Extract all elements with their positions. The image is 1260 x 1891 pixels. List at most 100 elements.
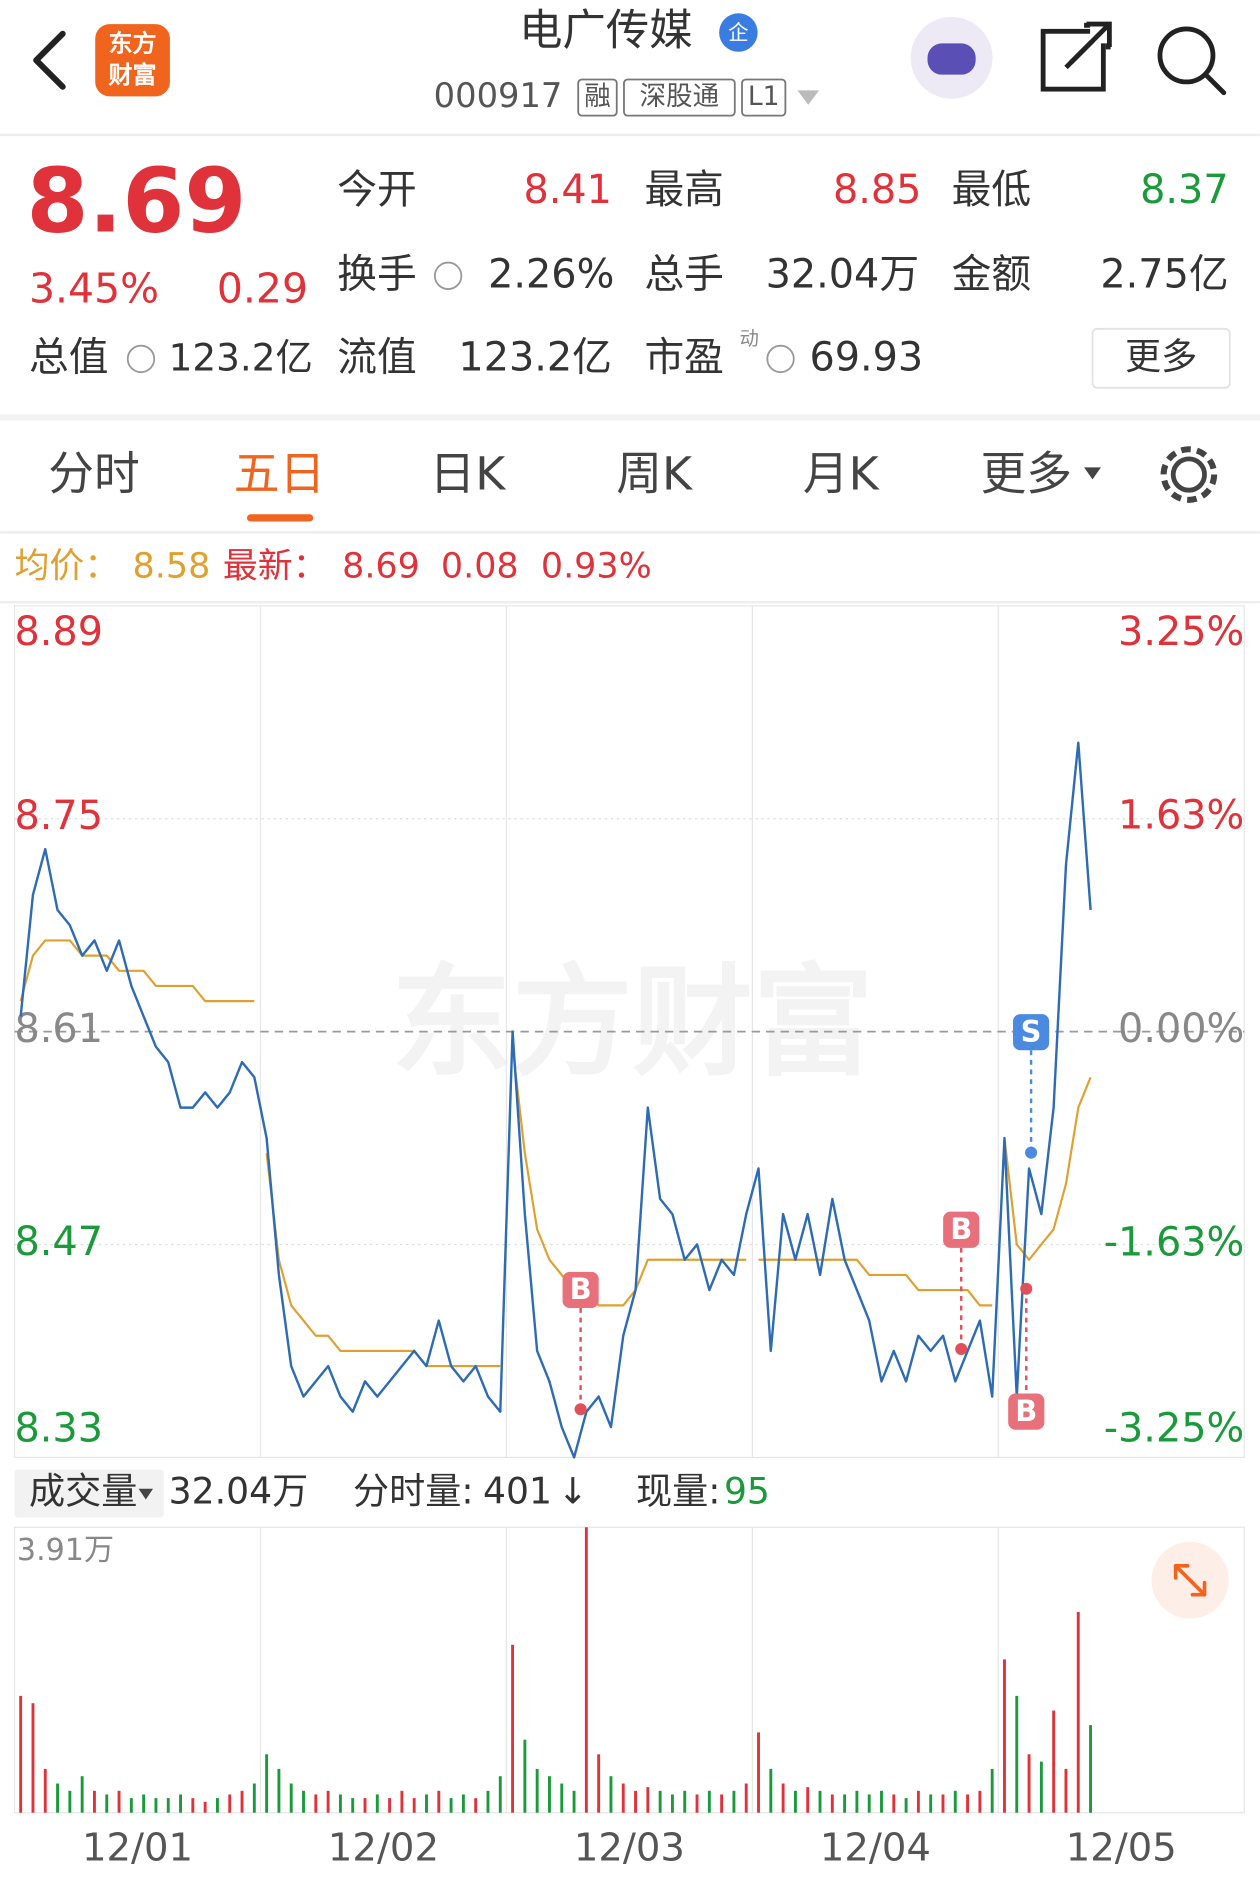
volume-bar — [302, 1790, 305, 1813]
tab[interactable]: 日K — [430, 447, 507, 500]
y2-tick-label: -1.63% — [1104, 1220, 1245, 1266]
volume-bar — [1064, 1768, 1068, 1813]
volume-bar — [670, 1794, 674, 1813]
volume-bar — [707, 1790, 711, 1813]
search-button[interactable] — [1157, 26, 1216, 85]
tab[interactable]: 分时 — [48, 447, 140, 500]
volume-bar — [215, 1798, 219, 1813]
x-tick-label: 12/01 — [82, 1826, 193, 1871]
back-button[interactable] — [33, 30, 66, 90]
current-volume-value: 95 — [724, 1470, 770, 1513]
volume-bar — [179, 1794, 182, 1813]
price-chart: 东方财富 8.89 8.75 8.61 8.47 8.33 3.25% 1.63% 0.00%… — [13, 605, 1245, 1459]
field-label: 换手 — [337, 252, 416, 298]
field-label: 最高 — [644, 167, 723, 213]
marker-dot — [1020, 1282, 1033, 1295]
section-gap — [0, 414, 1260, 421]
tab[interactable]: 周K — [616, 447, 693, 500]
tick-volume-arrow: ↓ — [558, 1470, 588, 1513]
field-value: 69.93 — [809, 335, 923, 381]
marker-label: B — [950, 1212, 972, 1246]
marker-box[interactable] — [562, 1271, 599, 1309]
field-value: 8.41 — [523, 167, 611, 213]
volume-bar — [228, 1794, 232, 1813]
tick-volume-label: 分时量: — [353, 1470, 474, 1513]
legend-value: 8.58 — [133, 546, 211, 586]
volume-bar — [326, 1790, 330, 1813]
y-tick-label: 8.89 — [15, 609, 103, 655]
field-label: 总值 — [29, 335, 108, 381]
legend-value: 8.69 — [342, 546, 420, 586]
header: 东方 财富 电广传媒 企 000917 融 深股通 L1 — [0, 6, 1260, 137]
volume-bar — [289, 1783, 293, 1813]
volume-bar — [425, 1794, 428, 1813]
y-tick-label: 8.75 — [15, 793, 103, 839]
volume-bar — [375, 1794, 379, 1813]
volume-chart: 3.91万 — [13, 1526, 1245, 1814]
volume-bar — [806, 1787, 810, 1813]
total-volume: 32.04万 — [169, 1470, 309, 1513]
volume-bar — [843, 1794, 847, 1813]
quote-panel: 8.69 3.45% 0.29 总值 123.2亿 今开 8.41 最高 8.8… — [0, 150, 1260, 421]
volume-bar — [117, 1790, 121, 1813]
field-sup: 动 — [740, 327, 759, 350]
volume-bar — [1076, 1611, 1080, 1813]
volume-bar — [793, 1790, 797, 1813]
indicator-name: 成交量 — [29, 1470, 137, 1513]
marker-dot — [1025, 1146, 1038, 1159]
marker-box[interactable] — [943, 1211, 980, 1248]
x-tick-label: 12/04 — [820, 1826, 931, 1871]
y-tick-label: 3.91万 — [17, 1533, 114, 1568]
legend-name: 均价： — [15, 546, 120, 586]
price-legend: 均价： 8.58 最新： 8.69 0.08 0.93% — [0, 546, 1260, 604]
volume-bar — [978, 1790, 982, 1813]
trade-markers: B B B S — [562, 1014, 1050, 1430]
tag-box — [741, 78, 787, 117]
tab[interactable]: 更多 — [981, 447, 1073, 500]
app-logo — [95, 24, 170, 97]
y-tick-label: 8.61 — [15, 1006, 103, 1052]
tag: L1 — [748, 81, 780, 112]
volume-bar — [572, 1790, 576, 1813]
chart-frame — [13, 1526, 1245, 1814]
volume-bar — [720, 1794, 724, 1813]
volume-bar — [658, 1790, 662, 1813]
volume-bar — [609, 1776, 613, 1813]
volume-bar — [203, 1801, 207, 1813]
marker-label: B — [570, 1272, 592, 1306]
field-value: 8.37 — [1140, 167, 1228, 213]
y2-tick-label: 0.00% — [1118, 1006, 1244, 1052]
volume-legend: 成交量 32.04万 分时量: 401 ↓ 现量: 95 — [14, 1469, 770, 1518]
tab-active[interactable]: 五日 — [234, 447, 326, 500]
volume-bar — [621, 1783, 625, 1813]
tab[interactable]: 月K — [803, 447, 880, 500]
dropdown-arrow[interactable] — [797, 90, 820, 105]
info-icon[interactable] — [433, 261, 463, 290]
settings-button[interactable] — [1170, 456, 1207, 493]
volume-bar — [511, 1644, 515, 1813]
volume-bar — [929, 1794, 933, 1813]
more-button[interactable] — [1091, 327, 1231, 389]
change-pct: 3.45% — [29, 264, 159, 312]
volume-bar — [93, 1790, 96, 1813]
volume-bar — [830, 1794, 834, 1813]
y-tick-label: 8.33 — [15, 1405, 103, 1451]
volume-bar — [191, 1798, 195, 1813]
badge-icon — [719, 13, 758, 52]
marker-box[interactable] — [1013, 1014, 1050, 1051]
volume-bar — [1039, 1761, 1043, 1813]
volume-bar — [597, 1754, 601, 1813]
tab-underline — [246, 514, 314, 522]
volume-bar — [314, 1794, 318, 1813]
volume-bar — [855, 1790, 859, 1813]
share-button[interactable] — [1040, 28, 1106, 92]
volume-bar — [1003, 1659, 1006, 1813]
info-icon[interactable] — [126, 344, 156, 374]
info-icon[interactable] — [766, 344, 795, 374]
marker-box[interactable] — [1008, 1393, 1045, 1430]
indicator-select[interactable] — [14, 1469, 164, 1518]
field-label: 最低 — [952, 167, 1031, 213]
volume-bar — [867, 1794, 871, 1813]
average-line — [265, 1153, 501, 1368]
